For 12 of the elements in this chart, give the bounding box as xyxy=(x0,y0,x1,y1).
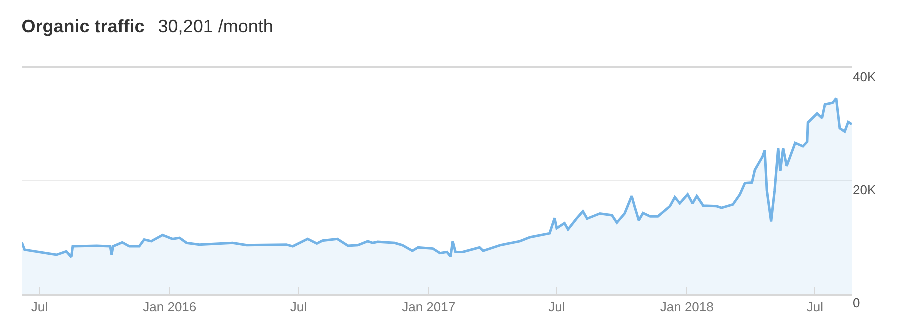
x-tick-label: Jan 2016 xyxy=(143,300,197,315)
x-tick-label: Jul xyxy=(806,300,824,315)
x-tick-label: Jul xyxy=(548,300,566,315)
chart-subtitle: 30,201 /month xyxy=(158,16,274,37)
x-tick-label: Jan 2017 xyxy=(402,300,456,315)
y-tick-label: 40K xyxy=(853,70,876,85)
y-tick-label: 20K xyxy=(853,182,876,198)
y-tick-label: 0 xyxy=(853,296,860,311)
x-tick-label: Jul xyxy=(290,300,308,315)
x-tick-label: Jan 2018 xyxy=(660,300,714,315)
x-tick-label: Jul xyxy=(31,300,48,315)
chart-title: Organic traffic xyxy=(22,16,145,37)
